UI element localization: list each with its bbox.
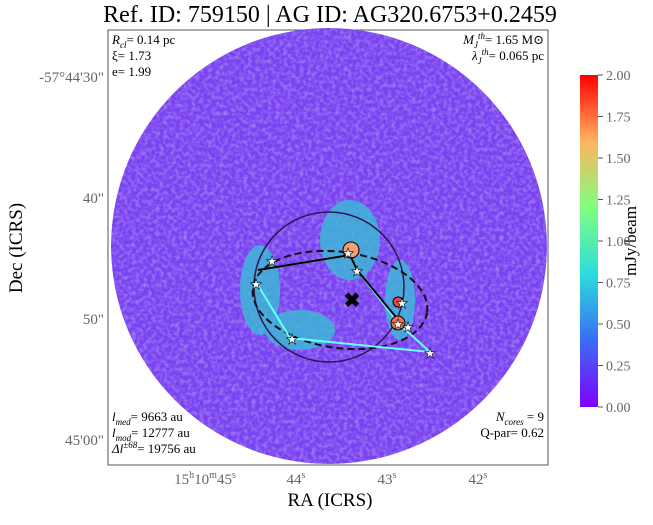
annotation-part: th (482, 47, 490, 57)
annotation: Ncores = 9 (495, 409, 544, 427)
colorbar-tick-label: 0.00 (606, 401, 631, 416)
x-tick-part: 45 (217, 472, 232, 488)
annotation-part: = 9663 au (131, 409, 184, 424)
x-tick-label: 15h10m45s (174, 470, 236, 488)
x-tick-part: 42 (469, 472, 484, 488)
svg-text:✖: ✖ (344, 290, 361, 312)
annotation: lmod= 12777 au (112, 425, 190, 443)
annotation: e= 1.99 (112, 64, 151, 79)
colorbar-label: mJy/beam (621, 206, 640, 276)
annotation-part: mod (116, 433, 132, 443)
annotation-part: J (474, 40, 479, 50)
x-tick-part: s (393, 470, 397, 481)
chart-title: Ref. ID: 759150 | AG ID: AG320.6753+0.24… (103, 2, 557, 28)
annotation-part: e= 1.99 (112, 64, 151, 79)
x-tick-part: 15 (174, 472, 189, 488)
annotation-part: Q-par= 0.62 (480, 425, 544, 440)
annotation: λJth= 0.065 pc (471, 47, 544, 66)
x-tick-part: 44 (287, 472, 303, 488)
annotation-part: th (478, 31, 486, 41)
annotation-part: N (495, 409, 506, 424)
x-axis-label: RA (ICRS) (288, 490, 373, 511)
annotation: ξ= 1.73 (112, 48, 151, 63)
y-tick-label: -57°44'30" (39, 70, 104, 86)
svg-text:★: ★ (250, 278, 263, 293)
x-tick-part: h (189, 470, 194, 481)
annotation-part: med (116, 417, 131, 427)
annotation-part: = 0.14 pc (126, 32, 175, 47)
annotation-part: l (112, 409, 116, 424)
x-tick-label: 42s (469, 470, 488, 488)
annotation-part: Δl (111, 441, 124, 456)
x-tick-part: s (302, 470, 306, 481)
annotation-part: = 9 (524, 409, 544, 424)
annotation-part: = 19756 au (137, 441, 196, 456)
annotation-part: ±68 (123, 440, 137, 450)
colorbar (580, 75, 598, 407)
y-tick-label: 50" (83, 312, 104, 328)
svg-text:★: ★ (286, 333, 299, 348)
colorbar-tick-label: 1.50 (606, 152, 631, 167)
annotation-part: = 1.65 M⊙ (485, 32, 544, 47)
annotation: MJth= 1.65 M⊙ (462, 31, 544, 50)
y-tick-label: 40" (83, 191, 104, 207)
annotation-part: R (111, 32, 120, 47)
svg-text:★: ★ (351, 265, 364, 280)
x-tick-label: 44s (287, 470, 306, 488)
colorbar-tick-label: 0.75 (606, 277, 631, 292)
annotation-part: l (112, 425, 116, 440)
annotation-part: = 0.065 pc (489, 48, 545, 63)
annotation-part: = 12777 au (131, 425, 190, 440)
x-tick-part: m (209, 470, 217, 481)
svg-text:★: ★ (396, 297, 409, 312)
colorbar-tick-label: 1.25 (606, 194, 631, 209)
annotation: Rcl= 0.14 pc (111, 32, 176, 50)
annotation: lmed= 9663 au (112, 409, 183, 427)
y-axis-label: Dec (ICRS) (6, 203, 27, 293)
colorbar-tick-label: 2.00 (606, 69, 631, 84)
colorbar-tick-label: 1.75 (606, 111, 631, 126)
annotation: Δl±68= 19756 au (111, 440, 196, 456)
annotation-part: ξ= 1.73 (112, 48, 151, 63)
svg-text:★: ★ (342, 247, 355, 262)
annotation-part: λ (471, 48, 478, 63)
annotation-part: cores (504, 417, 524, 427)
x-tick-label: 43s (378, 470, 397, 488)
structures: ★★★ ★★★ ★★★ ✖ (249, 211, 437, 363)
svg-text:★: ★ (402, 321, 415, 336)
y-tick-label: 45'00" (65, 433, 104, 449)
annotation-part: M (462, 32, 475, 47)
colorbar-tick-label: 1.00 (606, 235, 631, 250)
svg-text:★: ★ (424, 347, 437, 362)
x-tick-part: 43 (378, 472, 393, 488)
x-tick-part: s (232, 470, 236, 481)
svg-text:★: ★ (392, 318, 405, 333)
x-tick-part: s (484, 470, 488, 481)
colorbar-tick-label: 0.50 (606, 318, 631, 333)
annotation-part: cl (120, 40, 127, 50)
x-tick-part: 10 (194, 472, 209, 488)
annotation-part: J (478, 56, 483, 66)
annotation: Q-par= 0.62 (480, 425, 544, 440)
colorbar-tick-label: 0.25 (606, 360, 631, 375)
svg-text:★: ★ (266, 255, 279, 270)
